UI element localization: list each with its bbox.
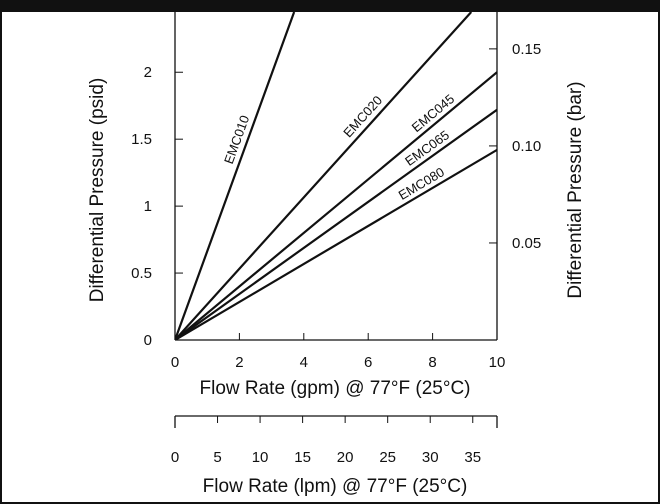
- x2-tick-label: 30: [422, 449, 439, 466]
- x2-tick-label: 25: [379, 449, 396, 466]
- x-axis-title: Flow Rate (gpm) @ 77°F (25°C): [200, 378, 471, 399]
- y-tick-label: 1.5: [131, 131, 152, 148]
- x-tick-label: 4: [300, 354, 308, 371]
- x-tick-label: 8: [428, 354, 436, 371]
- y2-tick-label: 0.15: [512, 41, 541, 58]
- x2-tick-label: 5: [213, 449, 221, 466]
- series-line-emc065: [175, 108, 497, 340]
- y2-tick-label: 0.10: [512, 138, 541, 155]
- series-line-emc045: [175, 71, 497, 340]
- series-line-emc080: [175, 148, 497, 340]
- x-tick-label: 2: [235, 354, 243, 371]
- series-lines: [175, 12, 497, 340]
- x-tick-label: 10: [489, 354, 506, 371]
- y-tick-label: 0: [144, 332, 152, 349]
- x-tick-label: 6: [364, 354, 372, 371]
- y-tick-label: 2: [144, 64, 152, 81]
- series-line-emc020: [175, 12, 473, 340]
- x2-tick-label: 10: [252, 449, 269, 466]
- series-line-emc010: [175, 12, 296, 340]
- x-tick-label: 0: [171, 354, 179, 371]
- y-axis-title: Differential Pressure (psid): [87, 78, 108, 303]
- x2-tick-label: 0: [171, 449, 179, 466]
- axes: 0 0.5 1 1.5 2 0.05 0.10 0.15 0 2 4 6 8 10 0 5 10 15 20 25 30…: [131, 12, 541, 466]
- x2-tick-label: 20: [337, 449, 354, 466]
- y2-tick-label: 0.05: [512, 235, 541, 252]
- y2-axis-title: Differential Pressure (bar): [565, 81, 586, 298]
- x2-tick-label: 35: [464, 449, 481, 466]
- series-label-emc045: EMC045: [409, 91, 457, 135]
- x2-tick-label: 15: [294, 449, 311, 466]
- y-tick-label: 1: [144, 198, 152, 215]
- x2-axis-title: Flow Rate (lpm) @ 77°F (25°C): [203, 476, 468, 497]
- y-tick-label: 0.5: [131, 265, 152, 282]
